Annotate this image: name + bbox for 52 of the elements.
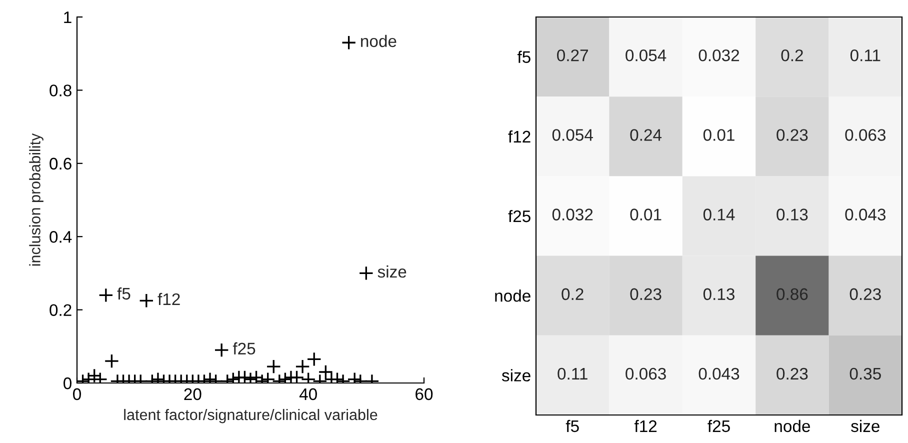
data-label: 0.23 — [850, 288, 881, 300]
data-label: 0.14 — [703, 208, 735, 220]
annotation: f25 — [232, 342, 256, 355]
data-label: 0.24 — [630, 129, 662, 141]
data-label: 0.054 — [552, 129, 593, 141]
x-tick-label: node — [774, 420, 810, 432]
y-tick-label: node — [495, 290, 530, 302]
y-tick-label: f12 — [508, 130, 530, 142]
y-tick-label: 1 — [64, 12, 72, 24]
data-label: 0.063 — [845, 129, 886, 141]
x-tick-label: size — [851, 420, 880, 432]
x-tick-label: 60 — [416, 388, 433, 400]
y-tick-label: f25 — [508, 210, 530, 222]
data-label: 0.23 — [776, 368, 808, 380]
data-label: 0.054 — [626, 49, 666, 62]
y-tick-label: f5 — [517, 50, 530, 64]
y-tick-label: size — [502, 369, 530, 382]
x-tick-label: 40 — [299, 388, 317, 400]
y-tick-label: 0.8 — [50, 84, 72, 96]
data-label: 0.01 — [630, 208, 662, 220]
data-label: 0.032 — [698, 49, 740, 62]
data-label: 0.35 — [850, 368, 881, 380]
annotation: node — [361, 34, 396, 48]
annotation: size — [378, 265, 406, 278]
data-label: 0.23 — [776, 129, 808, 141]
x-tick-label: 20 — [184, 388, 202, 400]
data-label: 0.11 — [558, 368, 588, 380]
y-tick-label: 0 — [64, 377, 72, 390]
data-label: 0.13 — [776, 208, 808, 220]
data-label: 0.27 — [557, 49, 588, 62]
data-label: 0.01 — [703, 129, 734, 141]
data-label: 0.86 — [776, 288, 808, 300]
data-label: 0.11 — [850, 49, 880, 62]
data-label: 0.032 — [552, 208, 593, 220]
data-label: 0.043 — [698, 368, 740, 380]
y-tick-label: 0.2 — [50, 304, 72, 316]
y-tick-label: 0.4 — [50, 231, 72, 243]
x-tick-label: f5 — [566, 420, 579, 432]
x-tick-label: f12 — [634, 420, 657, 432]
y-axis-title: inclusion probability — [29, 133, 44, 266]
data-label: 0.043 — [845, 208, 886, 220]
y-tick-label: 0.6 — [50, 158, 72, 170]
x-axis-title: latent factor/signature/clinical variable — [124, 408, 378, 424]
x-tick-label: 0 — [73, 388, 81, 400]
annotation: f12 — [158, 292, 180, 305]
data-label: 0.13 — [703, 288, 734, 300]
data-label: 0.2 — [781, 49, 803, 62]
data-label: 0.2 — [562, 288, 584, 300]
data-label: 0.23 — [630, 288, 662, 300]
x-tick-label: f25 — [708, 420, 730, 432]
data-label: 0.063 — [626, 368, 666, 380]
annotation: f5 — [117, 287, 130, 300]
